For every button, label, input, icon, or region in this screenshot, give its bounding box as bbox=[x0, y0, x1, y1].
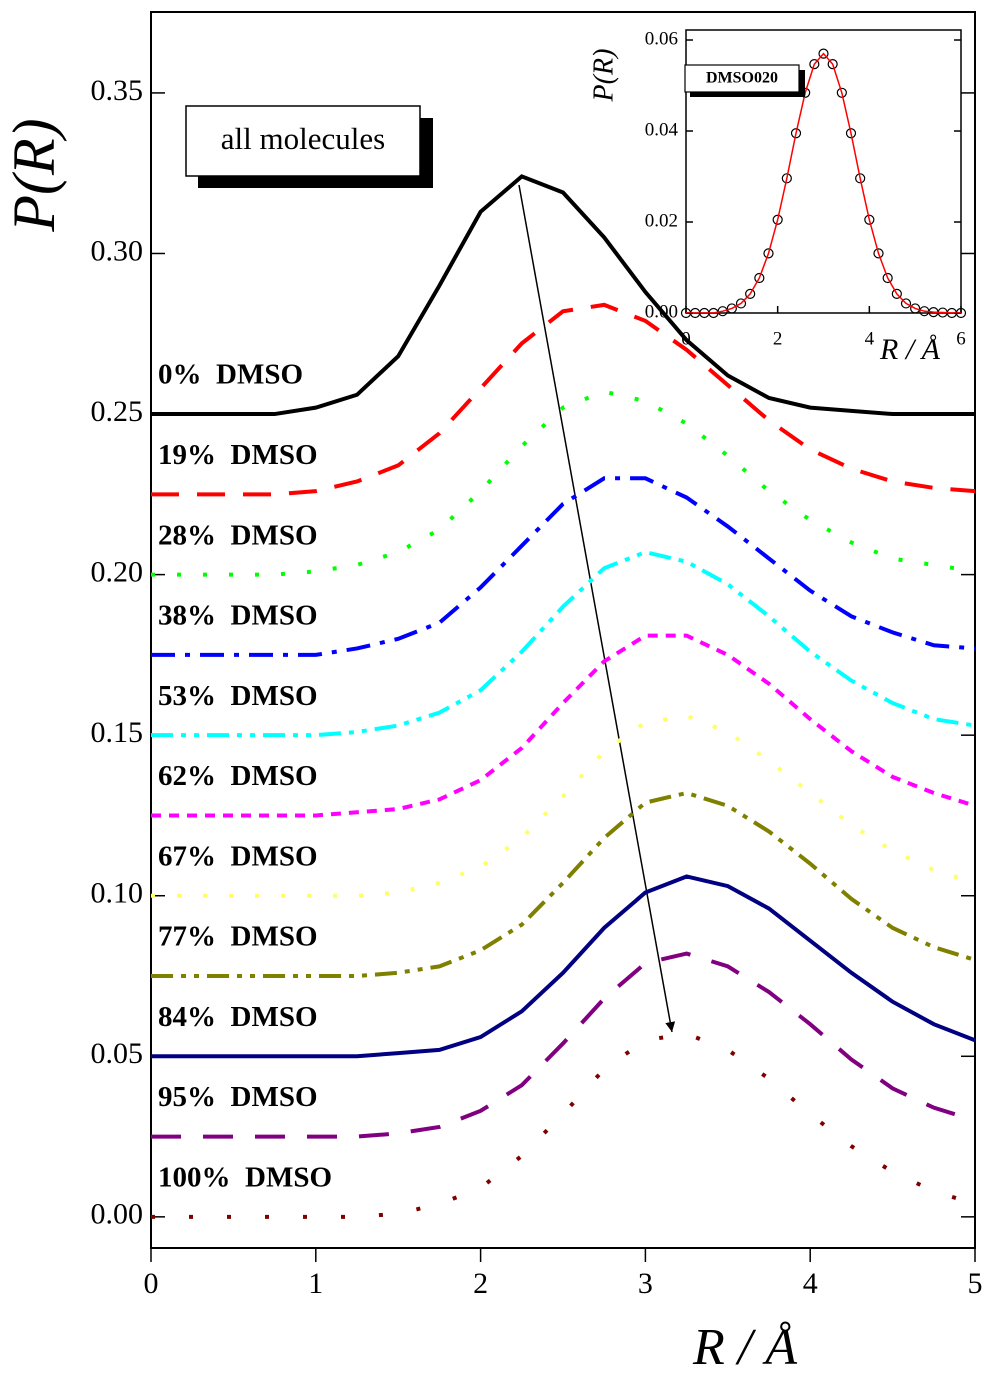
series-line bbox=[151, 633, 975, 818]
series-label: 38% DMSO bbox=[158, 600, 318, 632]
data-point bbox=[891, 288, 902, 299]
y-tick-label: 0.25 bbox=[91, 395, 144, 428]
data-point bbox=[790, 128, 802, 139]
x-tick-label: 4 bbox=[803, 1267, 818, 1300]
y-tick-label: 0.15 bbox=[91, 716, 144, 749]
main-plot-frame bbox=[150, 11, 976, 1249]
y-axis-label: P(R) bbox=[1, 118, 67, 232]
data-point bbox=[900, 298, 912, 309]
annotation-box bbox=[684, 64, 800, 93]
series-line bbox=[151, 476, 975, 657]
series-line bbox=[686, 52, 961, 313]
data-point bbox=[754, 272, 765, 284]
y-tick-label: 0.06 bbox=[645, 28, 678, 49]
x-tick-label: 3 bbox=[638, 1267, 653, 1300]
data-point bbox=[882, 272, 893, 284]
series-label: 28% DMSO bbox=[158, 519, 318, 551]
series-label: 19% DMSO bbox=[158, 439, 318, 471]
main-annotation: all molecules bbox=[185, 105, 433, 188]
series-line bbox=[151, 389, 975, 577]
series-line bbox=[151, 874, 975, 1059]
data-point bbox=[735, 298, 747, 309]
y-tick-label: 0.05 bbox=[91, 1037, 144, 1070]
y-tick-label: 0.02 bbox=[645, 210, 678, 231]
x-tick-label: 0 bbox=[681, 328, 691, 349]
series-line bbox=[151, 174, 975, 417]
data-point bbox=[763, 248, 774, 259]
y-tick-label: 0.30 bbox=[91, 234, 144, 267]
y-tick-label: 0.04 bbox=[645, 119, 679, 140]
data-point bbox=[864, 214, 875, 225]
data-point bbox=[781, 173, 792, 184]
series-label: 77% DMSO bbox=[158, 921, 318, 953]
y-tick-label: 0.20 bbox=[91, 555, 144, 588]
data-point bbox=[745, 288, 756, 299]
x-axis-label: R / Å bbox=[692, 1319, 797, 1376]
data-point bbox=[910, 303, 921, 314]
inset-x-axis-label: R / Å bbox=[879, 333, 941, 366]
series-label: 53% DMSO bbox=[158, 680, 318, 712]
series-label: 67% DMSO bbox=[158, 840, 318, 872]
x-tick-label: 1 bbox=[308, 1267, 323, 1300]
series-label: 62% DMSO bbox=[158, 760, 318, 792]
series-line bbox=[151, 550, 975, 738]
series-label: 0% DMSO bbox=[158, 359, 303, 391]
data-point bbox=[873, 248, 884, 259]
y-tick-label: 0.00 bbox=[645, 301, 678, 322]
series-label: 84% DMSO bbox=[158, 1001, 318, 1033]
x-tick-label: 6 bbox=[956, 328, 966, 349]
series-label: 100% DMSO bbox=[158, 1162, 332, 1194]
data-point bbox=[717, 306, 728, 317]
data-point bbox=[836, 87, 847, 98]
series-line bbox=[151, 713, 975, 898]
x-tick-label: 0 bbox=[144, 1267, 159, 1300]
annotation-text: DMSO020 bbox=[706, 70, 778, 87]
annotation-text: all molecules bbox=[221, 121, 385, 156]
series-line bbox=[151, 302, 975, 497]
x-tick-label: 2 bbox=[473, 1267, 488, 1300]
annotation-box bbox=[185, 105, 421, 177]
series-line bbox=[151, 951, 975, 1139]
y-tick-label: 0.35 bbox=[91, 74, 144, 107]
data-point bbox=[726, 303, 737, 314]
inset-y-axis-label: P(R) bbox=[588, 49, 619, 103]
data-point bbox=[827, 59, 838, 70]
x-tick-label: 2 bbox=[773, 328, 783, 349]
data-point bbox=[809, 59, 820, 70]
series-label: 95% DMSO bbox=[158, 1081, 318, 1113]
y-tick-label: 0.10 bbox=[91, 877, 144, 910]
data-point bbox=[772, 214, 783, 225]
data-point bbox=[845, 128, 857, 139]
data-point bbox=[855, 173, 866, 184]
x-tick-label: 4 bbox=[865, 328, 875, 349]
data-point bbox=[818, 48, 829, 59]
x-tick-label: 5 bbox=[968, 1267, 983, 1300]
y-tick-label: 0.00 bbox=[91, 1198, 144, 1231]
